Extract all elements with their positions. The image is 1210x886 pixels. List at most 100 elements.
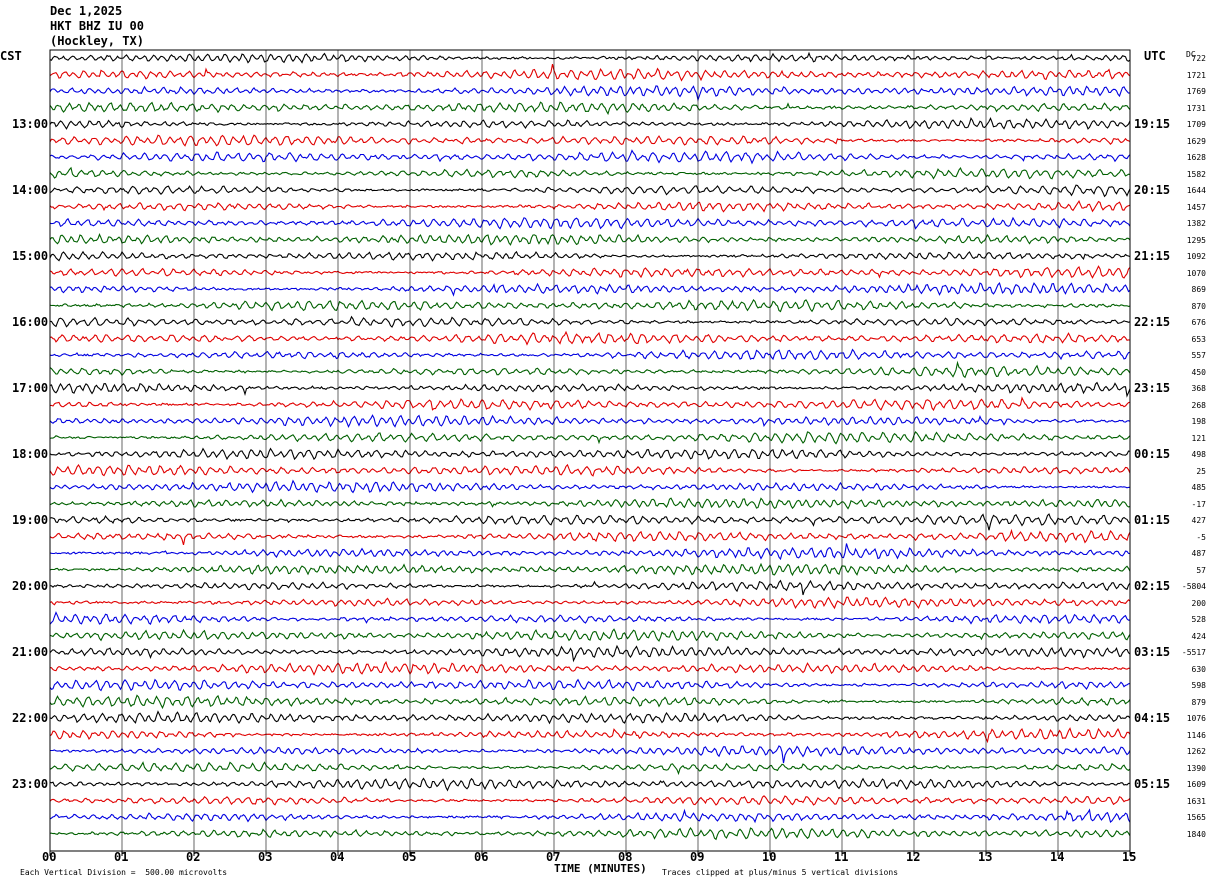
dc-offset-label: 1628 [1186,153,1206,162]
dc-offset-label: 268 [1191,400,1206,410]
dc-offset-label: 1840 [1186,829,1206,839]
trace-38 [49,678,1131,692]
dc-offset-label: 598 [1191,681,1206,690]
trace-15 [49,298,1131,313]
trace-31 [49,562,1131,577]
trace-5 [49,134,1131,147]
trace-24 [49,447,1131,461]
dc-offset-label: 1382 [1186,219,1206,228]
dc-offset-label: 1295 [1186,235,1206,245]
left-hour-label: 19:00 [12,513,49,527]
dc-offset-label: -5517 [1181,648,1206,657]
trace-45 [49,795,1131,806]
trace-11 [49,233,1131,246]
dc-offset-label: 487 [1191,549,1206,558]
right-hour-label: 20:15 [1134,183,1171,197]
trace-18 [49,348,1131,361]
left-hour-label: 16:00 [12,315,49,329]
trace-39 [49,694,1131,710]
right-hour-label: 01:15 [1134,513,1171,527]
dc-offset-label: 121 [1191,433,1206,443]
dc-offset-label: 528 [1191,615,1206,624]
right-axis-label: UTC [1144,49,1166,63]
trace-44 [49,777,1131,792]
dc-offset-label: 1629 [1186,136,1206,146]
x-tick-label: 02 [186,850,201,864]
x-tick-label: 07 [546,850,561,864]
dc-offset-label: 1262 [1186,747,1206,756]
x-tick-label: 09 [690,850,705,864]
dc-offset-label: 450 [1191,367,1206,377]
header-date: Dec 1,2025 [50,4,123,18]
trace-22 [49,414,1131,429]
dc-offset-label: -5 [1196,532,1206,542]
trace-26 [49,479,1131,494]
left-hour-label: 14:00 [12,183,49,197]
dc-offset-label: 676 [1191,318,1206,327]
x-axis-title: TIME (MINUTES) [554,862,647,875]
trace-29 [49,528,1131,546]
right-hour-label: 23:15 [1134,381,1171,395]
trace-30 [49,543,1131,561]
left-hour-label: 20:00 [12,579,49,593]
trace-28 [49,513,1131,531]
dc-offset-label: 1644 [1186,186,1206,195]
trace-6 [49,149,1131,165]
right-hour-label: 05:15 [1134,777,1171,791]
x-tick-label: 05 [402,850,417,864]
dc-offset-label: 722 [1191,54,1206,63]
header-station: HKT BHZ IU 00 [50,19,144,33]
left-hour-label: 18:00 [12,447,49,461]
left-hour-label: 22:00 [12,711,49,725]
dc-offset-label: 1721 [1186,70,1206,80]
x-tick-label: 10 [762,850,777,864]
right-hour-label: 04:15 [1134,711,1171,725]
dc-label: DC [1186,50,1196,59]
header-location: (Hockley, TX) [50,34,144,48]
trace-8 [49,184,1131,198]
trace-27 [49,497,1131,510]
right-hour-label: 00:15 [1134,447,1171,461]
dc-offset-label: 1076 [1186,714,1206,723]
dc-offset-label: 879 [1191,697,1206,707]
left-hour-label: 13:00 [12,117,49,131]
trace-1 [49,63,1131,82]
trace-23 [49,430,1131,445]
grid-lines [49,49,1131,856]
dc-offset-label: -5804 [1181,582,1206,591]
trace-36 [49,644,1131,663]
x-tick-label: 11 [834,850,849,864]
trace-33 [49,596,1131,610]
right-hour-label: 19:15 [1134,117,1171,131]
dc-offset-label: 1146 [1186,730,1206,740]
dc-offset-label: 57 [1196,565,1206,575]
trace-42 [49,745,1131,764]
trace-14 [49,282,1131,297]
x-tick-label: 14 [1050,850,1065,864]
trace-19 [49,360,1131,379]
dc-offset-label: 424 [1191,631,1206,641]
x-tick-label: 08 [618,850,633,864]
left-hour-label: 17:00 [12,381,49,395]
dc-offset-label: 1731 [1186,103,1206,113]
right-hour-label: 03:15 [1134,645,1171,659]
trace-46 [49,808,1131,824]
dc-offset-label: 870 [1191,301,1206,311]
x-tick-label: 06 [474,850,489,864]
trace-0 [49,51,1131,64]
right-hour-label: 02:15 [1134,579,1171,593]
right-hour-label: 21:15 [1134,249,1171,263]
dc-offset-label: 498 [1191,450,1206,459]
right-hour-label: 22:15 [1134,315,1171,329]
trace-47 [50,826,1131,841]
trace-16 [50,315,1131,328]
dc-offset-label: 630 [1191,664,1206,674]
x-tick-label: 04 [330,850,345,864]
dc-offset-label: 869 [1191,285,1206,294]
trace-41 [49,727,1131,744]
x-tick-label: 15 [1122,850,1137,864]
dc-offset-label: 1457 [1186,202,1206,212]
trace-3 [49,101,1131,116]
trace-25 [49,463,1131,477]
